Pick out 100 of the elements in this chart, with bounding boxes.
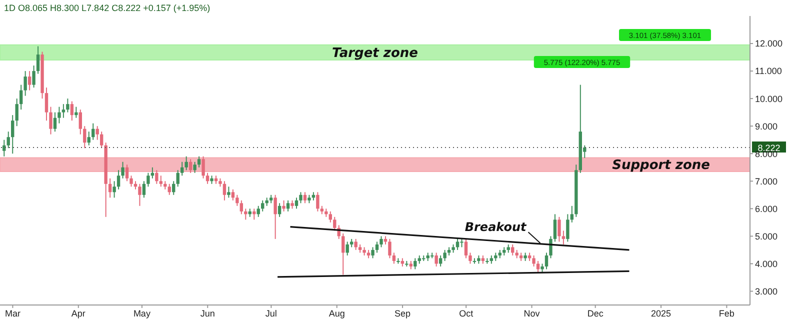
candlestick [159,175,163,188]
candlestick [388,238,392,259]
candlestick [282,200,286,212]
band-label: Support zone [612,158,710,174]
y-tick-label: 9.000 [755,121,778,132]
candlestick [371,246,374,259]
candlestick [256,205,260,218]
candlestick [2,139,6,157]
candlestick [58,106,61,124]
candlestick [392,252,396,264]
x-tick-label: Aug [328,308,345,318]
candlestick [261,200,264,212]
x-tick-label: Oct [459,308,474,318]
candlestick [15,98,18,127]
y-tick-label: 10.000 [755,94,783,104]
candlestick [511,244,514,256]
candlestick [299,192,302,204]
candlestick [438,254,442,267]
candlestick [544,252,548,270]
candlestick [303,192,307,204]
candlestick [92,122,95,140]
x-tick-label: 2025 [651,308,672,318]
candlestick [168,183,171,196]
candlestick [19,84,23,110]
candlestick [62,104,66,118]
candlestick [184,156,188,171]
candlestick [155,170,158,184]
candlestick [193,161,196,174]
candlestick [116,170,120,190]
candlestick [456,238,460,250]
x-tick-label: Sep [394,308,411,318]
candlestick [375,241,379,254]
candlestick [28,70,32,91]
candlestick [294,197,298,210]
candlestick [286,200,290,212]
candlestick [434,252,438,267]
y-tick-label: 11.000 [755,66,782,76]
x-tick-label: Feb [718,308,734,318]
candlestick [24,70,27,96]
annotation: Breakout [464,220,528,234]
x-tick-label: Dec [587,308,604,318]
candlestick [558,216,561,242]
chart-title: 1D O8.065 H8.300 L7.842 C8.222 +0.157 (+1.95%) [4,3,210,13]
candlestick [333,216,336,232]
x-tick-label: Mar [4,308,20,318]
candlestick [53,112,57,132]
candlestick [536,260,540,272]
candlestick [532,254,536,267]
candlestick [236,194,239,206]
candlestick [316,192,320,212]
candlestick [96,126,99,140]
candlestick [188,158,192,174]
candlestick [346,241,349,256]
candlestick [570,205,574,223]
candlestick [180,161,184,176]
candlestick [274,194,277,240]
candlestick [112,180,116,198]
candlestick [206,172,210,184]
band-label: Target zone [332,46,418,62]
candlestick [562,230,566,245]
y-tick-label: 5.000 [755,231,778,242]
candlestick [328,210,332,223]
y-tick-label: 12.000 [755,38,783,49]
candlestick [74,106,78,118]
candlestick [125,164,129,182]
candlestick [32,65,36,88]
x-tick-label: Apr [71,308,86,318]
candlestick [240,200,244,215]
x-tick-label: Jun [200,308,215,318]
candlestick [227,186,230,198]
candlestick [278,202,282,218]
candlestick [443,249,446,262]
candlestick [70,100,74,122]
y-tick-label: 4.000 [755,258,778,269]
candlestick [44,87,48,122]
candlestick [464,238,468,259]
candlestick [553,214,557,242]
candlestick [172,180,176,196]
candlestick [566,214,570,242]
candlestick [11,114,14,154]
candlestick [549,236,552,259]
x-tick-label: Nov [524,308,540,318]
candlestick [87,131,90,146]
candlestick [78,109,82,135]
candlestick [222,180,226,201]
y-tick-label: 6.000 [755,204,778,214]
candlestick [100,131,104,149]
candlestick [6,131,10,149]
candlestick [138,183,142,206]
x-tick-label: Jul [265,308,277,318]
candlestick [36,46,40,74]
candlestick [202,156,205,179]
candlestick [380,236,383,248]
candlestick [121,161,124,179]
candlestick [176,170,180,188]
candlestick [130,175,133,188]
candlestick [66,98,70,113]
candlestick [49,106,52,135]
candlestick [83,126,86,149]
candlestick [244,208,248,220]
